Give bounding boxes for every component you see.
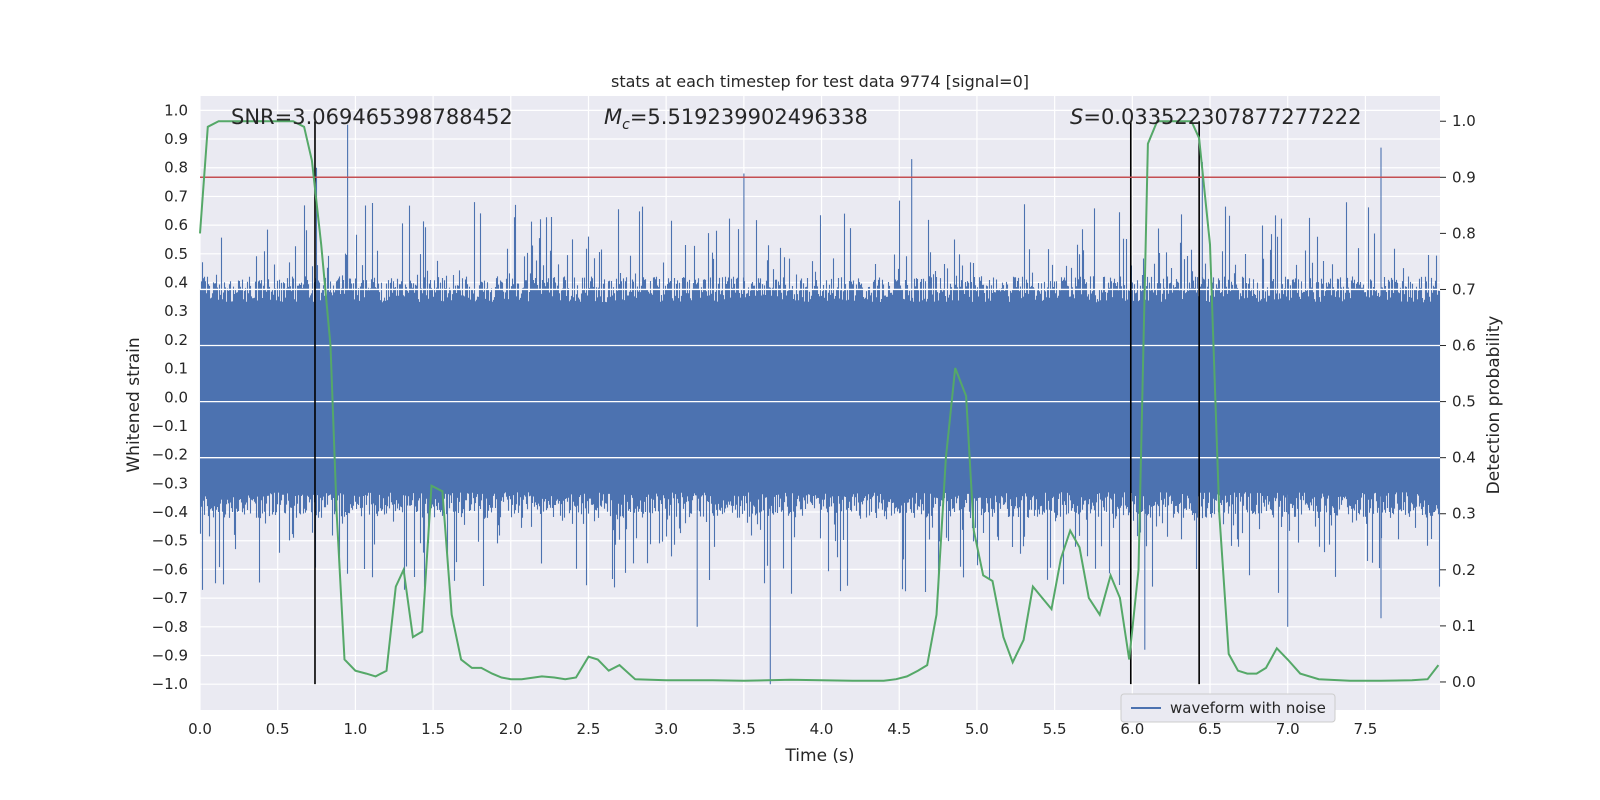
y2-tick-label: 0.2	[1452, 561, 1476, 579]
y-tick-label: 0.1	[164, 360, 188, 378]
y-tick-label: −0.8	[152, 618, 188, 636]
s-value: =0.033522307877277222	[1083, 105, 1361, 129]
y2-gridlines	[200, 288, 1440, 459]
y-tick-label: 0.5	[164, 245, 188, 263]
y2-tick-label: 0.3	[1452, 505, 1476, 523]
x-axis-label: Time (s)	[784, 746, 854, 766]
y2-tick-label: 0.1	[1452, 617, 1476, 635]
x-tick-label: 1.0	[343, 720, 367, 738]
y-tick-label: −0.6	[152, 560, 188, 578]
snr-annotation: SNR=3.069465398788452	[231, 105, 513, 129]
x-tick-label: 0.5	[266, 720, 290, 738]
mc-symbol: M	[604, 105, 622, 129]
y2-tick-label: 0.4	[1452, 449, 1476, 467]
y-tick-label: −0.3	[152, 474, 188, 492]
chart-title: stats at each timestep for test data 977…	[611, 72, 1029, 91]
x-tick-label: 2.5	[577, 720, 601, 738]
legend: waveform with noise	[1120, 693, 1336, 723]
y-axis-label: Whitened strain	[124, 337, 144, 472]
s-symbol: S	[1070, 105, 1083, 129]
y-tick-label: 0.6	[164, 216, 188, 234]
s-annotation: S=0.033522307877277222	[1070, 105, 1361, 129]
y-tick-label: 1.0	[164, 101, 188, 119]
y-tick-label: 0.9	[164, 130, 188, 148]
y2-tick-label: 0.9	[1452, 168, 1476, 186]
vertical-markers	[314, 121, 1200, 685]
y2-axis-label: Detection probability	[1484, 316, 1504, 495]
x-tick-label: 2.0	[499, 720, 523, 738]
x-tick-label: 4.0	[810, 720, 834, 738]
detection-probability-line	[199, 120, 1440, 682]
y-tick-label: 0.2	[164, 331, 188, 349]
x-tick-label: 7.0	[1276, 720, 1300, 738]
y-tick-labels: 1.0 0.9 0.8 0.7 0.6 0.5 0.4 0.3 0.2 0.1 0.0 −0.1 −0.…	[152, 101, 188, 693]
y-tick-label: −0.5	[152, 532, 188, 550]
x-tick-label: 6.0	[1120, 720, 1144, 738]
x-tick-label: 3.0	[654, 720, 678, 738]
x-tick-labels: 0.0 0.5 1.0 1.5 2.0 2.5 3.0 3.5 4.0 4.5 5.0 5.5 6.0 6…	[188, 720, 1377, 738]
x-tick-label: 5.5	[1043, 720, 1067, 738]
y-tick-label: −1.0	[152, 675, 188, 693]
y-tick-label: 0.0	[164, 388, 188, 406]
y-tick-label: −0.1	[152, 417, 188, 435]
y-tick-label: 0.3	[164, 302, 188, 320]
y-tick-label: −0.2	[152, 446, 188, 464]
y-tick-label: −0.9	[152, 646, 188, 664]
x-tick-label: 5.0	[965, 720, 989, 738]
mc-value: =5.519239902496338	[630, 105, 868, 129]
y-tick-label: 0.4	[164, 273, 188, 291]
x-tick-label: 6.5	[1198, 720, 1222, 738]
x-tick-label: 4.5	[887, 720, 911, 738]
probability-series	[199, 120, 1440, 682]
y2-tick-labels: 1.0 0.9 0.8 0.7 0.6 0.5 0.4 0.3 0.2 0.1 0.0	[1440, 112, 1476, 691]
x-tick-label: 7.5	[1353, 720, 1377, 738]
y2-tick-label: 0.0	[1452, 673, 1476, 691]
y-tick-label: 0.7	[164, 187, 188, 205]
mc-subscript: c	[622, 117, 630, 133]
y-tick-label: 0.8	[164, 159, 188, 177]
legend-label: waveform with noise	[1170, 699, 1326, 717]
y2-tick-label: 0.6	[1452, 337, 1476, 355]
y2-tick-label: 0.8	[1452, 224, 1476, 242]
y2-tick-label: 0.5	[1452, 393, 1476, 411]
legend-box	[1120, 693, 1336, 723]
x-tick-label: 0.0	[188, 720, 212, 738]
y-tick-label: −0.4	[152, 503, 188, 521]
y-tick-label: −0.7	[152, 589, 188, 607]
chirp-mass-annotation: Mc=5.519239902496338	[604, 105, 868, 133]
y2-tick-label: 0.7	[1452, 280, 1476, 298]
x-tick-label: 3.5	[732, 720, 756, 738]
y2-tick-label: 1.0	[1452, 112, 1476, 130]
x-tick-label: 1.5	[421, 720, 445, 738]
